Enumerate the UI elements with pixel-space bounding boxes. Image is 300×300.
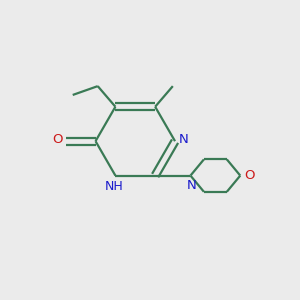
Text: O: O — [244, 169, 254, 182]
Text: N: N — [179, 133, 189, 146]
Text: NH: NH — [105, 180, 123, 193]
Text: N: N — [187, 179, 197, 192]
Text: O: O — [52, 133, 63, 146]
